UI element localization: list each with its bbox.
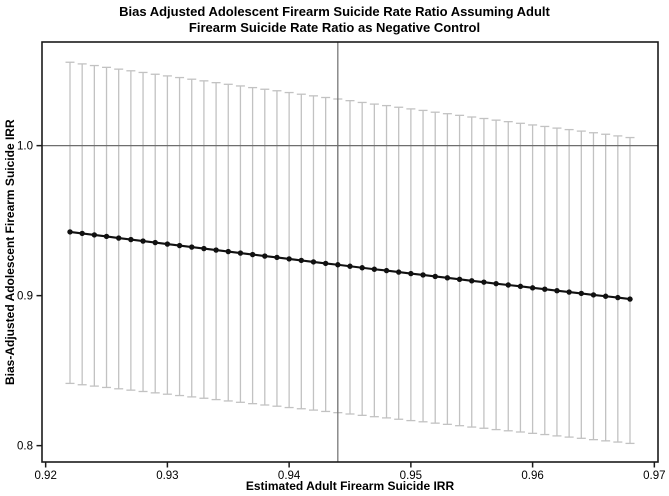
y-tick-label: 0.8 — [17, 441, 33, 453]
data-point — [456, 276, 463, 282]
data-point — [189, 244, 195, 250]
data-point — [615, 294, 621, 301]
data-point — [237, 250, 244, 256]
data-point — [225, 248, 231, 255]
data-point — [554, 288, 560, 294]
x-tick-label: 0.92 — [34, 470, 56, 482]
data-point — [249, 251, 256, 258]
data-point — [566, 289, 572, 295]
data-point — [493, 280, 499, 287]
data-point — [79, 230, 85, 237]
data-point — [152, 239, 158, 246]
data-point — [359, 265, 365, 271]
data-point — [590, 292, 597, 298]
y-tick-label: 1.0 — [17, 141, 33, 153]
x-tick-label: 0.96 — [521, 470, 543, 482]
data-point — [164, 241, 171, 247]
data-point — [201, 245, 207, 252]
data-point — [67, 229, 73, 235]
data-point — [128, 236, 134, 243]
x-tick-label: 0.93 — [156, 470, 178, 482]
data-point — [627, 296, 633, 302]
data-point — [115, 235, 122, 241]
data-point — [286, 256, 292, 262]
data-point — [322, 260, 329, 267]
data-point — [578, 290, 585, 297]
x-axis-label: Estimated Adult Firearm Suicide IRR — [245, 479, 455, 493]
data-point — [420, 272, 426, 278]
data-point — [371, 266, 378, 272]
panel-border — [41, 41, 659, 463]
x-tick-label: 0.94 — [278, 470, 301, 482]
data-point — [274, 254, 280, 261]
data-point — [176, 242, 183, 249]
data-point — [505, 282, 511, 288]
data-point — [298, 257, 305, 264]
data-point — [91, 232, 98, 238]
data-point — [469, 278, 475, 284]
data-point — [529, 285, 536, 291]
data-point — [395, 269, 402, 275]
data-point — [335, 262, 341, 268]
data-point — [213, 247, 219, 253]
chart-title-line1: Bias Adjusted Adolescent Firearm Suicide… — [119, 4, 550, 19]
x-tick-label: 0.97 — [643, 470, 665, 482]
data-point — [310, 259, 317, 265]
data-point — [542, 286, 548, 292]
data-point — [408, 270, 414, 277]
data-point — [517, 283, 524, 290]
data-point — [140, 238, 146, 244]
data-point — [383, 267, 390, 274]
data-point — [444, 275, 451, 281]
x-tick-label: 0.95 — [400, 470, 422, 482]
chart-title-line2: Firearm Suicide Rate Ratio as Negative C… — [188, 20, 481, 35]
data-point — [481, 279, 487, 285]
data-point — [602, 293, 609, 299]
chart-title: Bias Adjusted Adolescent Firearm Suicide… — [0, 4, 669, 36]
data-point — [103, 233, 110, 240]
data-point — [347, 263, 353, 269]
data-point — [262, 253, 268, 259]
y-tick-label: 0.9 — [17, 291, 33, 303]
data-point — [432, 273, 438, 280]
